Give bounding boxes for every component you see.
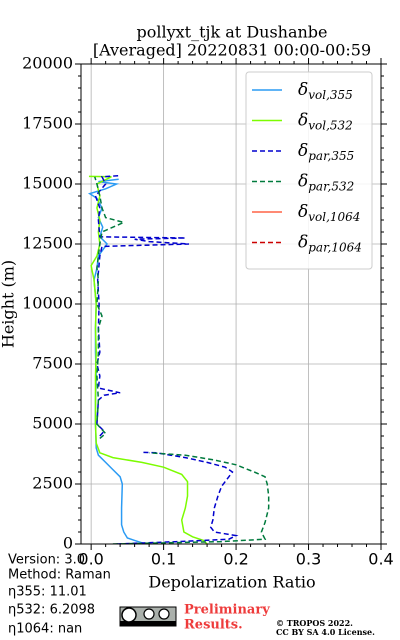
y-tick-label: 15000 <box>22 174 73 193</box>
logo-icon <box>143 608 155 620</box>
info-text: η1064: nan <box>8 622 82 637</box>
x-tick-label: 0.1 <box>151 550 176 569</box>
preliminary-text: Preliminary <box>184 603 270 618</box>
x-tick-label: 0.3 <box>296 550 321 569</box>
legend-subscript: par,355 <box>308 149 354 163</box>
legend-symbol: δ <box>298 141 308 161</box>
y-tick-label: 12500 <box>22 234 73 253</box>
copyright-text: © TROPOS 2022. <box>276 618 353 628</box>
legend-label: δvol,1064 <box>298 202 360 224</box>
plot-frame <box>80 63 382 545</box>
x-tick-label: 0.4 <box>368 550 393 569</box>
info-text: η532: 6.2098 <box>8 603 95 618</box>
legend-subscript: vol,532 <box>308 118 353 132</box>
y-tick-label: 7500 <box>32 354 73 373</box>
y-tick-label: 20000 <box>22 54 73 73</box>
legend-symbol: δ <box>298 232 308 252</box>
chart-title: pollyxt_tjk at Dushanbe <box>136 23 327 42</box>
info-text: η355: 11.01 <box>8 585 87 600</box>
series-line <box>94 174 239 544</box>
series-line <box>94 176 270 544</box>
logo-strip <box>120 621 176 626</box>
legend: δvol,355δvol,532δpar,355δpar,532δvol,106… <box>245 71 373 270</box>
info-block: Version: 3.0 Method: Raman η355: 11.01 η… <box>8 553 111 637</box>
x-tick-label: 0.2 <box>223 550 248 569</box>
legend-subscript: par,1064 <box>308 240 362 254</box>
legend-subscript: par,532 <box>308 179 354 193</box>
info-text: Version: 3.0 <box>8 553 85 568</box>
legend-label: δpar,532 <box>298 171 354 193</box>
legend-subscript: vol,355 <box>308 88 353 102</box>
legend-symbol: δ <box>298 110 308 130</box>
cc-logo <box>119 606 177 627</box>
logo-icon <box>158 608 170 620</box>
x-axis-label: Depolarization Ratio <box>148 573 315 592</box>
y-tick-label: 2500 <box>32 474 73 493</box>
y-tick-label: 5000 <box>32 414 73 433</box>
y-tick-label: 0 <box>63 534 73 553</box>
copyright-text: CC BY SA 4.0 License. <box>276 627 375 637</box>
legend-label: δvol,355 <box>298 80 353 102</box>
series-line <box>88 175 208 544</box>
legend-label: δvol,532 <box>298 110 353 132</box>
legend-symbol: δ <box>298 171 308 191</box>
legend-subscript: vol,1064 <box>308 210 360 224</box>
legend-label: δpar,355 <box>298 141 354 163</box>
legend-label: δpar,1064 <box>298 232 362 254</box>
logo-icon <box>121 607 137 623</box>
info-text: Method: Raman <box>8 568 111 583</box>
x-tick-label: 0.0 <box>78 550 103 569</box>
preliminary-text: Results. <box>184 618 243 633</box>
legend-symbol: δ <box>298 202 308 222</box>
y-tick-label: 17500 <box>22 114 73 133</box>
legend-symbol: δ <box>298 80 308 100</box>
chart-subtitle: [Averaged] 20220831 00:00-00:59 <box>93 41 371 60</box>
y-axis-label: Height (m) <box>0 260 18 348</box>
y-tick-label: 10000 <box>22 294 73 313</box>
